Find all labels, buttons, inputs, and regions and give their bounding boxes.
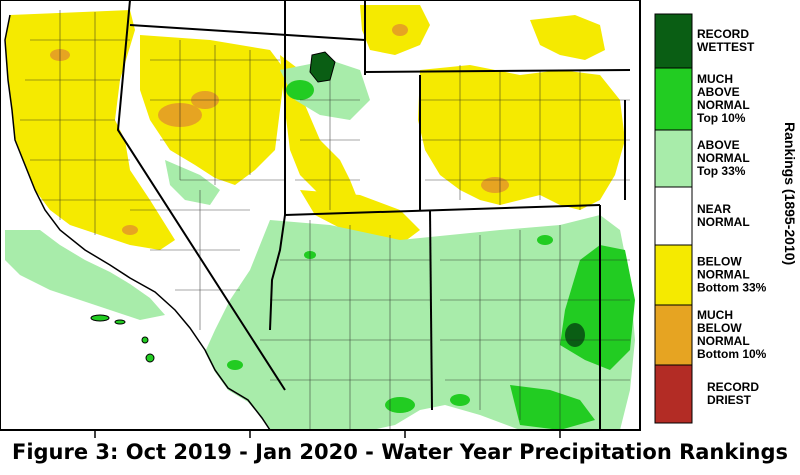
great-salt-lake xyxy=(309,51,336,83)
legend-label-much-below: NORMAL xyxy=(697,334,750,348)
legend-label-above: NORMAL xyxy=(697,151,750,165)
legend-swatch-record-driest xyxy=(654,364,693,424)
legend-label-near: NORMAL xyxy=(697,215,750,229)
legend-label-much-above: MUCH xyxy=(697,72,733,86)
legend-label-near: NEAR xyxy=(697,202,731,216)
axis-ticks xyxy=(94,430,561,438)
legend-label-record-driest: DRIEST xyxy=(707,393,752,407)
legend-swatch-below xyxy=(654,244,693,306)
legend-label-record-driest: RECORD xyxy=(707,380,759,394)
legend-label-much-below: Bottom 10% xyxy=(697,347,767,361)
legend-label-much-below: BELOW xyxy=(697,321,742,335)
legend-label-much-above: NORMAL xyxy=(697,98,750,112)
legend-label-above: Top 33% xyxy=(697,164,746,178)
legend-label-much-above: Top 10% xyxy=(697,111,746,125)
legend-swatch-near xyxy=(654,186,693,246)
legend-label-above: ABOVE xyxy=(697,138,740,152)
county-boundaries xyxy=(20,10,630,430)
state-boundaries xyxy=(116,0,631,430)
legend-swatch-above xyxy=(654,129,693,188)
legend-label-much-below: MUCH xyxy=(697,308,733,322)
coastline xyxy=(4,14,271,431)
figure-caption: Figure 3: Oct 2019 - Jan 2020 - Water Ye… xyxy=(11,440,789,464)
below-normal-areas xyxy=(5,5,625,250)
map-border xyxy=(0,0,641,431)
channel-islands xyxy=(90,314,155,363)
above-normal-areas xyxy=(5,60,635,430)
legend-label-below: BELOW xyxy=(697,255,742,269)
legend-title: Rankings (1895-2010) xyxy=(782,122,798,265)
legend-label-below: NORMAL xyxy=(697,268,750,282)
legend-swatch-record-wettest xyxy=(654,13,693,69)
legend-label-much-above: ABOVE xyxy=(697,85,740,99)
legend-label-below: Bottom 33% xyxy=(697,281,767,295)
legend-swatch-much-above xyxy=(654,67,693,131)
legend-label-record-wettest: RECORD xyxy=(697,27,749,41)
legend-label-record-wettest: WETTEST xyxy=(697,40,755,54)
legend-swatch-much-below xyxy=(654,304,693,366)
